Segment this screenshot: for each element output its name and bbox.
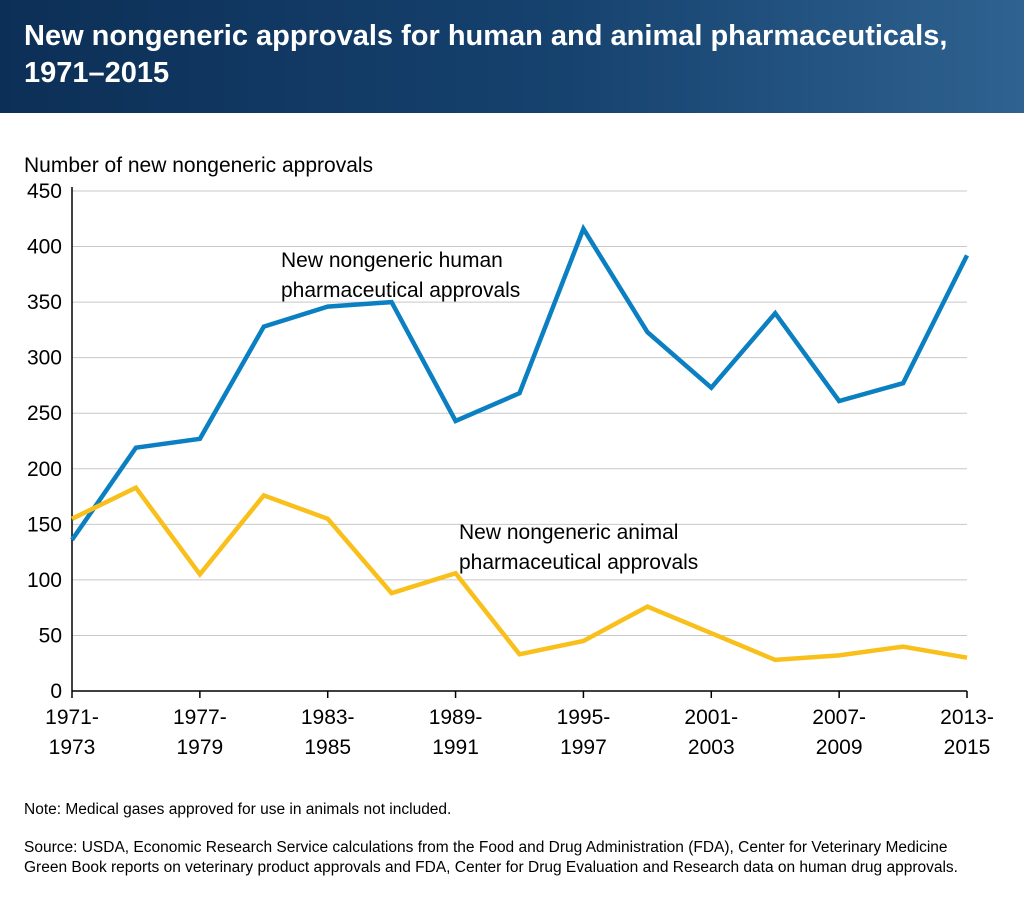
x-tick-label: 1997 bbox=[560, 736, 607, 759]
y-tick-label: 250 bbox=[27, 402, 62, 425]
animal-approvals-line bbox=[71, 484, 968, 663]
x-tick-label: 2009 bbox=[816, 736, 863, 759]
y-tick-label: 300 bbox=[27, 347, 62, 370]
x-tick-label: 2007- bbox=[812, 706, 866, 729]
gridlines bbox=[72, 190, 967, 636]
animal-series-label: New nongeneric animal bbox=[459, 521, 678, 544]
y-tick-label: 350 bbox=[27, 291, 62, 314]
y-axis-label: Number of new nongeneric approvals bbox=[24, 154, 373, 177]
human-series-label: New nongeneric human bbox=[281, 249, 503, 272]
x-tick-label: 2015 bbox=[944, 736, 991, 759]
x-tick-label: 1983- bbox=[301, 706, 355, 729]
series-lines bbox=[70, 223, 970, 663]
chart-note: Note: Medical gases approved for use in … bbox=[24, 801, 452, 818]
x-tick-label: 1985 bbox=[304, 736, 351, 759]
y-tick-label: 50 bbox=[39, 624, 62, 647]
y-tick-label: 200 bbox=[27, 458, 62, 481]
x-tick-label: 2001- bbox=[684, 706, 738, 729]
x-tick-label: 1995- bbox=[557, 706, 611, 729]
x-tick-label: 2003 bbox=[688, 736, 735, 759]
x-tick-label: 1979 bbox=[176, 736, 223, 759]
x-tick-label: 1971- bbox=[45, 706, 99, 729]
x-tick-label: 1973 bbox=[49, 736, 96, 759]
chart-title: New nongeneric approvals for human and a… bbox=[24, 20, 948, 89]
x-tick-label: 1991 bbox=[432, 736, 479, 759]
series-labels: New nongeneric human pharmaceutical appro… bbox=[281, 249, 698, 574]
x-tick-labels: 1971- 1973 1977- 1979 1983- 1985 1989- 1991 1995… bbox=[45, 706, 994, 759]
x-tick-label: 2013- bbox=[940, 706, 994, 729]
line-chart: Number of new nongeneric approvals 0 50 10… bbox=[24, 154, 994, 759]
x-axis bbox=[71, 187, 968, 698]
y-tick-label: 100 bbox=[27, 569, 62, 592]
x-tick-label: 1977- bbox=[173, 706, 227, 729]
y-tick-label: 150 bbox=[27, 513, 62, 536]
y-tick-label: 450 bbox=[27, 180, 62, 203]
y-tick-label: 0 bbox=[50, 680, 62, 703]
animal-series-label: pharmaceutical approvals bbox=[459, 551, 698, 574]
human-approvals-line bbox=[70, 223, 970, 542]
y-tick-label: 400 bbox=[27, 236, 62, 259]
chart-source: Source: USDA, Economic Research Service … bbox=[24, 839, 958, 876]
x-tick-label: 1989- bbox=[429, 706, 483, 729]
human-series-label: pharmaceutical approvals bbox=[281, 279, 520, 302]
chart-header: New nongeneric approvals for human and a… bbox=[0, 0, 1024, 113]
y-tick-labels: 0 50 100 150 200 250 300 350 400 450 bbox=[27, 180, 62, 703]
